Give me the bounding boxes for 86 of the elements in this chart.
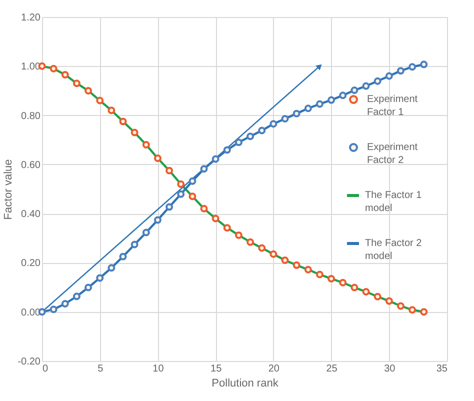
point xyxy=(96,96,104,104)
point xyxy=(304,266,312,274)
point xyxy=(108,106,116,114)
x-tick-label: 20 xyxy=(268,364,280,374)
y-tick-label: 0.40 xyxy=(21,209,41,220)
point xyxy=(200,165,208,173)
point xyxy=(130,240,138,248)
point xyxy=(50,64,58,72)
point xyxy=(374,77,382,85)
point xyxy=(292,261,300,269)
y-tick-label: 0.80 xyxy=(21,110,41,122)
point xyxy=(177,180,185,188)
x-tick-label: 25 xyxy=(326,364,338,374)
point xyxy=(154,154,162,162)
legend-label: The Factor 1 model xyxy=(365,188,423,215)
point xyxy=(142,228,150,236)
point xyxy=(328,96,336,104)
point xyxy=(142,141,150,149)
point xyxy=(84,86,92,94)
x-tick-label: 30 xyxy=(384,364,396,374)
point xyxy=(108,264,116,272)
point xyxy=(281,256,289,264)
point xyxy=(234,138,242,146)
point xyxy=(177,190,185,198)
x-tick-label: 0 xyxy=(42,364,48,374)
point xyxy=(223,146,231,154)
point xyxy=(362,288,370,296)
x-axis-title: Pollution rank xyxy=(212,378,279,390)
point xyxy=(246,132,254,140)
legend-label: Experiment Factor 2 xyxy=(367,140,419,167)
point xyxy=(350,284,358,292)
point xyxy=(385,72,393,80)
point xyxy=(385,297,393,305)
point xyxy=(396,67,404,75)
point xyxy=(374,292,382,300)
point xyxy=(119,118,127,126)
point xyxy=(408,306,416,314)
point xyxy=(420,60,428,68)
point xyxy=(200,204,208,212)
x-tick-label: 10 xyxy=(152,364,164,374)
point xyxy=(188,177,196,185)
point xyxy=(212,214,220,222)
point xyxy=(339,92,347,100)
y-tick-label: 1.20 xyxy=(21,12,41,24)
point xyxy=(166,203,174,211)
point xyxy=(304,104,312,112)
point xyxy=(328,274,336,282)
point xyxy=(408,63,416,71)
point xyxy=(246,238,254,246)
x-tick-label: 5 xyxy=(98,364,104,374)
point xyxy=(316,270,324,278)
point xyxy=(130,128,138,136)
point xyxy=(96,274,104,282)
point xyxy=(188,192,196,200)
point xyxy=(292,110,300,118)
point xyxy=(72,292,80,300)
y-tick-label: -0.20 xyxy=(18,356,41,368)
point xyxy=(234,231,242,239)
point xyxy=(154,216,162,224)
point xyxy=(420,308,428,316)
point xyxy=(350,86,358,94)
point xyxy=(281,114,289,122)
point xyxy=(166,166,174,174)
y-tick-label: 0.60 xyxy=(21,160,41,171)
point xyxy=(258,126,266,134)
point xyxy=(84,284,92,292)
point xyxy=(119,252,127,260)
y-tick-label: 0.20 xyxy=(21,258,41,270)
point xyxy=(61,300,69,308)
point xyxy=(270,120,278,128)
point xyxy=(258,244,266,252)
y-axis-title: Factor value xyxy=(2,159,15,220)
point xyxy=(223,224,231,232)
point xyxy=(212,155,220,163)
legend-label: Experiment Factor 1 xyxy=(367,92,419,119)
point xyxy=(270,250,278,258)
point xyxy=(396,302,404,310)
point xyxy=(50,306,58,314)
point xyxy=(61,71,69,78)
point xyxy=(316,100,324,108)
legend-label: The Factor 2 model xyxy=(365,236,423,263)
point xyxy=(339,278,347,286)
point xyxy=(72,80,80,88)
x-tick-label: 15 xyxy=(210,364,222,374)
point xyxy=(362,82,370,90)
x-tick-label: 35 xyxy=(436,364,448,374)
